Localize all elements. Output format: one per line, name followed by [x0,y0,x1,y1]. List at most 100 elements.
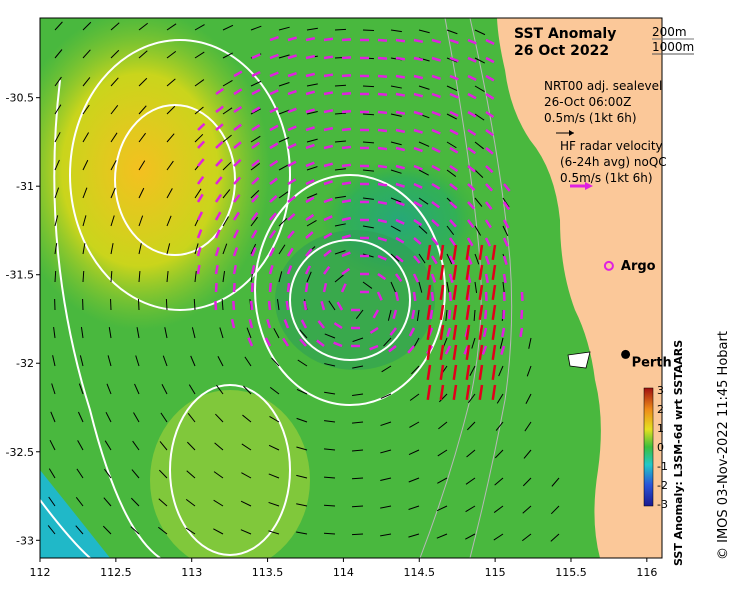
radar-arrow [413,146,423,153]
radar-arrow [269,53,279,60]
radar-arrow [233,105,243,114]
radar-arrow [251,106,261,114]
sealevel-arrow [110,22,120,31]
radar-arrow [286,282,291,293]
sealevel-arrow [213,471,224,479]
sealevel-arrow [166,105,176,115]
sealevel-arrow [222,271,226,283]
radar-strong-arrow [426,364,432,381]
radar-arrow [196,264,201,275]
x-tick-label: 115 [485,566,506,579]
radar-strong-arrow [465,344,471,361]
place-label: Argo [621,259,656,274]
sealevel-arrow [334,140,346,143]
radar-arrow [214,193,223,203]
sealevel-arrow [134,383,140,395]
radar-arrow [377,182,388,187]
sealevel-note-line1: NRT00 adj. sealevel [544,79,662,93]
radar-strong-arrow [439,284,445,301]
radar-arrow [250,212,259,221]
sealevel-arrow [390,253,400,262]
sealevel-arrow [390,197,402,203]
radar-arrow [484,219,492,229]
sealevel-arrow [194,106,204,115]
radar-arrow [249,300,254,311]
eddy-core [275,230,435,370]
radar-arrow [320,300,326,311]
sealevel-arrow [162,355,168,367]
sealevel-arrow [418,85,430,90]
radar-arrow [197,140,206,149]
radar-strong-arrow [491,324,497,341]
sealevel-arrow [166,23,177,31]
radar-arrow [268,282,273,293]
sealevel-arrow [306,138,318,143]
radar-arrow [389,327,397,336]
radar-arrow [287,54,297,60]
radar-arrow [303,300,308,311]
radar-arrow [484,309,488,320]
radar-arrow [467,92,477,100]
radar-arrow [430,291,435,302]
radar-arrow [304,265,312,275]
sealevel-velocity-arrows [47,21,560,542]
radar-arrow [250,282,254,293]
radar-arrow [485,128,494,137]
radar-arrow [250,229,258,239]
radar-arrow [394,291,400,302]
radar-arrow [341,251,351,258]
sealevel-arrow [474,141,484,150]
sealevel-arrow [362,225,374,229]
sealevel-arrow [297,359,308,367]
radar-arrow [482,327,488,338]
sealevel-arrow [250,162,261,171]
sealevel-arrow [474,57,486,64]
sealevel-arrow [222,161,232,171]
radar-arrow [431,92,441,99]
radar-arrow [377,272,387,281]
radar-arrow [323,73,334,78]
sealevel-arrow [390,29,402,33]
sealevel-arrow [362,29,375,32]
radar-arrow [413,74,424,80]
sealevel-arrow [138,77,148,87]
radar-arrow [520,309,524,320]
radar-strong-arrow [439,304,445,321]
radar-arrow [395,92,406,97]
sealevel-arrow [278,164,289,171]
radar-strong-arrow [491,244,497,261]
x-tick-label: 115.5 [555,566,587,579]
sealevel-arrow [390,141,402,146]
sealevel-contours [40,39,446,558]
colorbar-tick-label: -3 [657,498,668,511]
sealevel-arrow [77,411,84,423]
sealevel-arrow [110,49,120,59]
sealevel-arrow [135,355,140,367]
sealevel-arrow [418,197,429,205]
radar-arrow [287,72,297,78]
contour-line [69,39,291,311]
radar-strong-arrow [491,304,497,321]
sealevel-arrow [380,533,392,537]
sealevel-arrow [138,187,145,199]
radar-arrow [300,319,308,329]
contour-line [169,384,291,556]
sealevel-arrow [54,104,62,115]
sealevel-arrow [473,309,476,322]
sealevel-arrow [54,187,60,199]
sealevel-arrow [493,533,504,541]
sealevel-arrow [54,49,63,59]
sealevel-arrow [222,134,232,143]
radar-arrow [467,38,477,45]
radar-arrow [500,345,506,355]
sealevel-arrow [352,365,364,369]
sealevel-arrow [161,383,168,395]
radar-arrow [467,74,477,82]
radar-arrow [287,89,297,96]
sealevel-arrow [194,133,204,143]
sealevel-arrow [250,216,258,227]
radar-strong-arrow [478,384,484,401]
sealevel-arrow [334,112,347,115]
radar-arrow [377,200,388,205]
sealevel-arrow [306,193,318,199]
